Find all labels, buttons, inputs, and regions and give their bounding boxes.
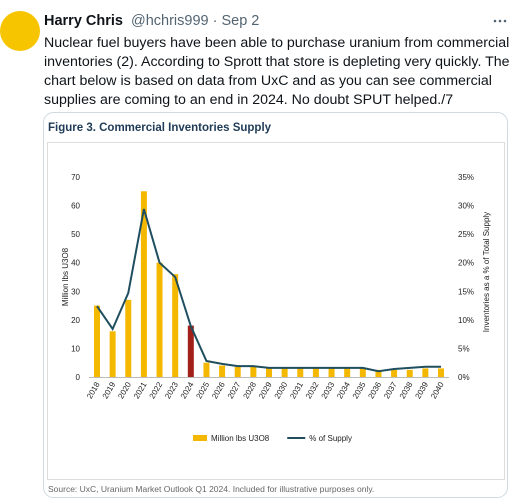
- bar: [406, 369, 413, 377]
- bar: [391, 369, 398, 377]
- bar: [375, 369, 382, 377]
- bar: [250, 367, 257, 377]
- tweet-text: inventories (2). According to Sprott tha…: [44, 54, 510, 70]
- bar: [281, 368, 288, 377]
- chart-source: Source: UxC, Uranium Market Outlook Q1 2…: [48, 484, 374, 494]
- handle-date[interactable]: @hchris999 · Sep 2: [131, 13, 259, 29]
- bar: [156, 262, 163, 377]
- bar: [140, 191, 147, 377]
- y-tick-label: 70: [71, 173, 80, 182]
- bar: [312, 368, 319, 377]
- tweet-text: Nuclear fuel buyers have been able to pu…: [44, 35, 509, 51]
- y2-tick-label: 5%: [458, 344, 470, 353]
- bar: [187, 325, 194, 377]
- tweet-text: chart below is based on data from UxC an…: [44, 73, 492, 89]
- y2-axis-title: Inventories as a % of Total Supply: [482, 212, 491, 332]
- avatar[interactable]: [0, 11, 40, 51]
- bar: [109, 331, 116, 377]
- bar: [94, 305, 100, 377]
- chart-frame: [47, 142, 505, 480]
- author-name[interactable]: Harry Chris: [44, 13, 123, 29]
- chart-title: Figure 3. Commercial Inventories Supply: [48, 122, 272, 134]
- y2-tick-label: 20%: [458, 259, 474, 268]
- bar: [203, 362, 210, 377]
- bar: [219, 365, 226, 377]
- y2-tick-label: 30%: [458, 202, 474, 211]
- y-tick-label: 30: [71, 287, 80, 296]
- y2-tick-label: 15%: [458, 287, 474, 296]
- tweet-text: supplies are coming to an end in 2024. N…: [44, 92, 453, 108]
- bar: [125, 299, 132, 377]
- y-axis-title: Million lbs U3O8: [61, 247, 70, 306]
- bar: [422, 368, 429, 377]
- y-tick-label: 40: [71, 259, 80, 268]
- bar: [359, 368, 366, 377]
- y-tick-label: 10: [71, 344, 80, 353]
- y-tick-label: 60: [71, 202, 80, 211]
- y-tick-label: 50: [71, 230, 80, 239]
- legend-swatch: [193, 435, 207, 441]
- more-menu[interactable]: [493, 19, 507, 23]
- line: [96, 208, 441, 373]
- bar: [172, 274, 179, 377]
- y-tick-label: 20: [71, 316, 80, 325]
- y2-tick-label: 35%: [458, 173, 474, 182]
- bar: [438, 368, 444, 377]
- legend-label: % of Supply: [309, 434, 352, 443]
- bar: [328, 368, 335, 377]
- media-card[interactable]: [43, 112, 508, 498]
- y2-tick-label: 0%: [458, 373, 470, 382]
- y2-tick-label: 25%: [458, 230, 474, 239]
- y2-tick-label: 10%: [458, 316, 474, 325]
- bar: [297, 368, 304, 377]
- bar: [344, 368, 351, 377]
- bar: [234, 367, 241, 377]
- legend-label: Million lbs U3O8: [211, 434, 270, 443]
- y-tick-label: 0: [76, 373, 81, 382]
- bar: [266, 368, 272, 377]
